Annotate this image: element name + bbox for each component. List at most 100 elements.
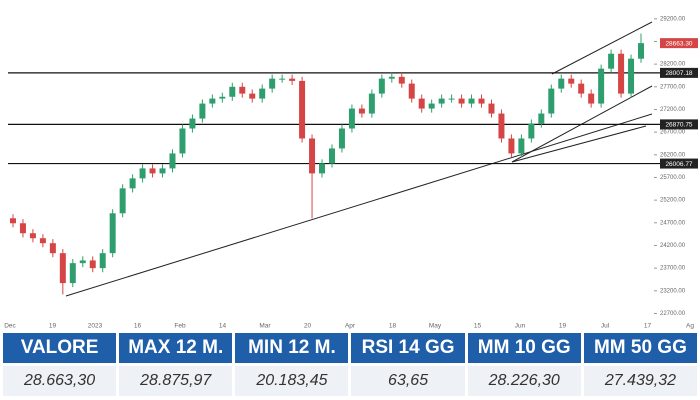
candle-body: [478, 98, 485, 104]
candle-body: [29, 233, 36, 239]
candle-body: [99, 253, 106, 269]
candle-body: [229, 86, 236, 97]
candle-body: [169, 153, 176, 169]
y-tick-label: 24200.00: [660, 243, 686, 249]
candle-body: [209, 98, 216, 104]
y-tick-label: 29200.00: [660, 16, 686, 22]
table-value: 20.183,45: [235, 366, 349, 396]
candle-body: [239, 86, 246, 94]
table-header: MAX 12 M.: [119, 333, 233, 363]
price-label: 28663.30: [665, 40, 692, 47]
x-tick-label: 20: [304, 323, 312, 330]
candle-body: [299, 80, 306, 139]
candle-body: [9, 218, 16, 224]
table-header: MIN 12 M.: [235, 333, 349, 363]
y-tick-label: 28200.00: [660, 62, 686, 68]
candle-body: [628, 58, 635, 94]
trend-line: [65, 113, 653, 297]
candle-body: [179, 128, 186, 154]
level-label: 26870.75: [665, 122, 692, 129]
x-tick-label: May: [429, 323, 442, 330]
candle-body: [578, 83, 585, 94]
candle-body: [388, 76, 395, 79]
table-header: MM 50 GG: [583, 333, 697, 363]
y-tick-label: 26200.00: [660, 152, 686, 158]
table-value: 28.663,30: [3, 366, 117, 396]
candle-body: [259, 88, 266, 99]
candle-body: [199, 103, 206, 119]
candle-body: [269, 78, 276, 89]
table-header: MM 10 GG: [467, 333, 581, 363]
table-value: 28.226,30: [467, 366, 581, 396]
candle-body: [538, 113, 545, 124]
candle-body: [448, 98, 455, 100]
candle-body: [588, 93, 595, 104]
candle-body: [378, 78, 385, 94]
candle-body: [89, 260, 96, 269]
candle-body: [568, 78, 575, 84]
candle-body: [638, 43, 645, 59]
stats-table: VALORE MAX 12 M. MIN 12 M. RSI 14 GG MM 10 G…: [3, 333, 697, 396]
level-box: [660, 158, 698, 169]
x-tick-label: 15: [474, 323, 482, 330]
candle-body: [219, 96, 226, 99]
table-header: VALORE: [3, 333, 117, 363]
level-box: [660, 119, 698, 130]
candle-body: [418, 98, 425, 109]
level-box: [660, 67, 698, 78]
candle-body: [528, 123, 535, 139]
price-box: [660, 38, 698, 49]
candle-body: [39, 238, 46, 244]
x-tick-label: Jun: [515, 323, 526, 330]
table-header: RSI 14 GG: [351, 333, 465, 363]
candle-body: [129, 178, 136, 189]
x-tick-label: Ag: [686, 323, 694, 330]
x-tick-label: 14: [219, 323, 227, 330]
x-tick-label: Apr: [345, 323, 356, 330]
table-value: 28.875,97: [119, 366, 233, 396]
candle-body: [69, 263, 76, 284]
candle-body: [558, 78, 565, 89]
candle-body: [139, 168, 146, 179]
candle-body: [598, 68, 605, 104]
x-tick-label: Jul: [601, 323, 610, 330]
candle-body: [468, 98, 475, 104]
candle-body: [518, 138, 525, 154]
candle-body: [368, 93, 375, 114]
candle-body: [488, 103, 495, 114]
candle-body: [149, 168, 156, 174]
table-value: 63,65: [351, 366, 465, 396]
candle-body: [49, 243, 56, 254]
x-tick-label: Mar: [259, 323, 271, 330]
candle-body: [289, 78, 296, 81]
candle-body: [408, 83, 415, 99]
candle-body: [249, 93, 256, 99]
candle-body: [328, 148, 335, 164]
y-tick-label: 25200.00: [660, 198, 686, 204]
x-tick-label: 18: [389, 323, 397, 330]
candle-body: [189, 118, 196, 129]
trend-line: [511, 125, 647, 163]
x-tick-label: Feb: [174, 323, 186, 330]
candle-body: [508, 138, 515, 154]
y-tick-label: 24700.00: [660, 220, 686, 226]
level-label: 26006.77: [665, 161, 692, 168]
candle-body: [159, 168, 166, 174]
candle-body: [548, 88, 555, 114]
x-tick-label: 2023: [88, 323, 103, 330]
x-tick-label: 19: [49, 323, 57, 330]
y-tick-label: 26700.00: [660, 130, 686, 136]
candle-body: [319, 163, 326, 174]
y-tick-label: 27700.00: [660, 84, 686, 90]
candle-body: [79, 260, 86, 264]
trend-line: [551, 21, 653, 75]
x-tick-label: Dec: [4, 323, 16, 330]
x-tick-label: 16: [134, 323, 142, 330]
y-tick-label: 22700.00: [660, 311, 686, 317]
candle-body: [109, 213, 116, 254]
x-tick-label: 19: [559, 323, 567, 330]
candle-body: [279, 78, 286, 80]
candle-body: [398, 76, 405, 84]
y-tick-label: 27200.00: [660, 107, 686, 113]
candle-body: [309, 138, 316, 174]
